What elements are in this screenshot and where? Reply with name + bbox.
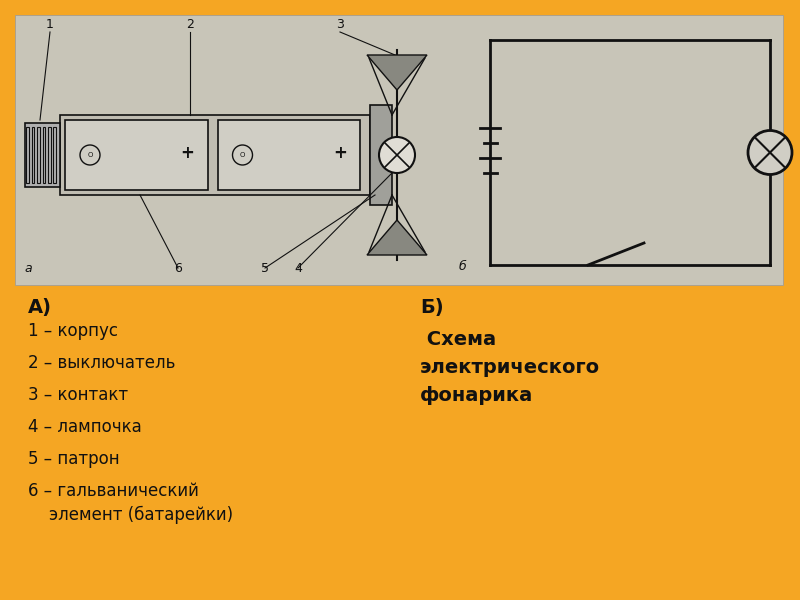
Polygon shape — [367, 55, 427, 90]
Text: 4 – лампочка: 4 – лампочка — [28, 418, 142, 436]
Bar — [48, 127, 50, 183]
Text: а: а — [24, 262, 32, 275]
Bar — [218, 120, 360, 190]
Text: 1 – корпус: 1 – корпус — [28, 322, 118, 340]
Polygon shape — [367, 220, 427, 255]
Bar — [60, 115, 370, 195]
Text: 3: 3 — [336, 18, 344, 31]
Text: б: б — [458, 260, 466, 273]
Circle shape — [379, 137, 415, 173]
Text: +: + — [333, 144, 347, 162]
Text: 2 – выключатель: 2 – выключатель — [28, 354, 175, 372]
Bar — [370, 105, 392, 205]
Bar — [26, 127, 29, 183]
Bar — [37, 127, 40, 183]
Text: Б): Б) — [420, 298, 444, 317]
Bar — [54, 127, 56, 183]
Text: O: O — [87, 152, 93, 158]
Bar — [25, 123, 60, 187]
Text: 2: 2 — [186, 18, 194, 31]
Text: 5 – патрон: 5 – патрон — [28, 450, 120, 468]
Bar — [32, 127, 34, 183]
Text: 1: 1 — [46, 18, 54, 31]
Circle shape — [748, 130, 792, 175]
Bar — [42, 127, 45, 183]
Text: 5: 5 — [261, 262, 269, 275]
Text: +: + — [181, 144, 194, 162]
Text: Схема
электрического
фонарика: Схема электрического фонарика — [420, 330, 600, 405]
Text: 6: 6 — [174, 262, 182, 275]
Text: 4: 4 — [294, 262, 302, 275]
Text: 6 – гальванический
    элемент (батарейки): 6 – гальванический элемент (батарейки) — [28, 482, 233, 524]
Text: O: O — [240, 152, 245, 158]
Bar — [65, 120, 207, 190]
Text: А): А) — [28, 298, 52, 317]
Bar — [15, 15, 783, 285]
Text: 3 – контакт: 3 – контакт — [28, 386, 128, 404]
